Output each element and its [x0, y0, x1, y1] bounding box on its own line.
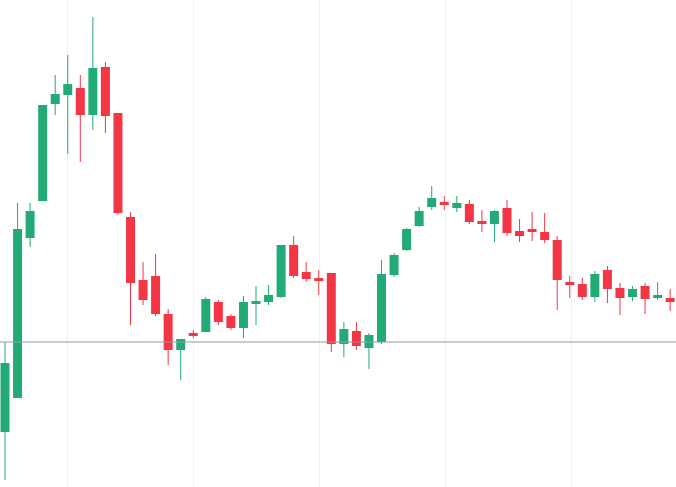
grid: [67, 0, 572, 487]
candle-body: [301, 272, 311, 279]
candle-body: [113, 113, 123, 213]
candle-body: [351, 331, 361, 346]
candle-body: [615, 288, 625, 298]
candle-body: [427, 198, 437, 207]
candle-body: [289, 245, 299, 276]
candle-body: [314, 278, 324, 281]
candle-body: [414, 211, 424, 226]
candle-body: [640, 286, 650, 299]
candle-body: [402, 229, 412, 250]
candle-body: [75, 88, 85, 115]
candle-body: [25, 211, 35, 238]
candle-body: [628, 289, 637, 297]
candle-body: [176, 339, 186, 350]
candle-body: [88, 68, 98, 115]
candle-body: [226, 316, 236, 328]
candle-body: [653, 295, 663, 298]
candle-body: [377, 274, 386, 342]
candle-body: [590, 274, 600, 297]
candle-body: [540, 232, 550, 240]
candle-body: [565, 282, 575, 285]
candle-body: [238, 302, 248, 328]
candle-body: [126, 217, 135, 283]
candle-body: [13, 229, 23, 398]
candle-body: [577, 284, 587, 297]
candle-body: [151, 276, 161, 314]
candle-body: [163, 314, 173, 350]
candle-body: [389, 255, 399, 275]
candle-body: [201, 299, 211, 332]
candle-body: [213, 302, 223, 322]
candle-body: [464, 204, 474, 222]
candle-body: [188, 333, 198, 336]
candle-body: [251, 301, 261, 304]
candle-body: [264, 295, 274, 302]
candle-body: [100, 67, 110, 116]
candle-body: [502, 208, 512, 233]
candle-body: [477, 221, 487, 224]
candle-body: [339, 329, 349, 344]
candle-body: [602, 270, 612, 289]
candle-body: [552, 240, 562, 280]
candle-body: [50, 94, 60, 104]
candle-body: [665, 298, 675, 302]
candle-body: [138, 280, 148, 300]
candle-body: [276, 245, 286, 297]
candle-body: [452, 203, 462, 208]
candle-body: [515, 231, 525, 236]
candle-body: [38, 105, 48, 201]
candle-body: [0, 363, 10, 432]
candle-body: [439, 202, 449, 205]
candle-body: [63, 84, 73, 95]
candle-body: [326, 273, 336, 344]
candle-body: [527, 229, 537, 232]
candle-body: [489, 211, 499, 224]
